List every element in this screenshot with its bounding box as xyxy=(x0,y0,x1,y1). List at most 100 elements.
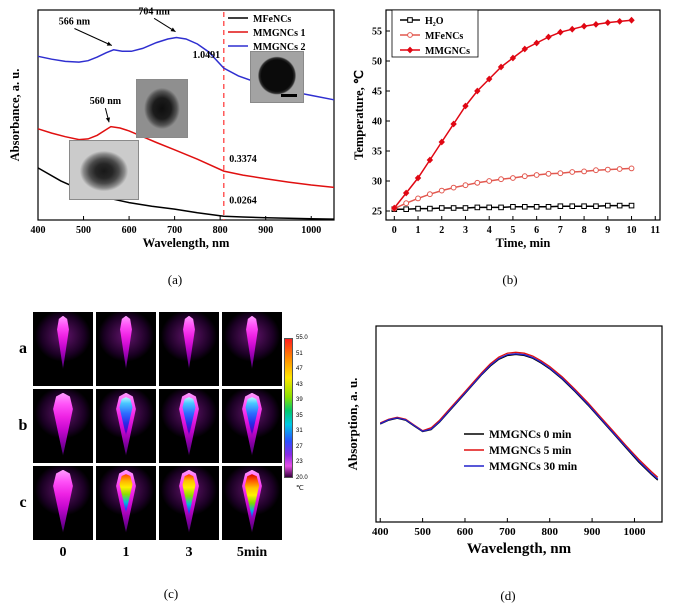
thermal-grid: a b c 0 1 3 5min xyxy=(16,312,282,563)
svg-text:MFeNCs: MFeNCs xyxy=(425,31,463,42)
thermal-hot-core xyxy=(182,397,196,437)
thermal-hot-core xyxy=(245,397,259,437)
thermal-row-label: b xyxy=(18,417,28,434)
svg-text:566 nm: 566 nm xyxy=(59,16,91,27)
svg-text:0.3374: 0.3374 xyxy=(229,154,257,165)
svg-text:600: 600 xyxy=(457,526,474,538)
thermal-colorbar-labels: 55.0 51 47 43 39 35 31 27 23 20.0 xyxy=(296,335,308,481)
tem-inset-mfenc xyxy=(70,141,138,199)
thermal-flame-shape xyxy=(246,315,258,369)
thermal-image-cell xyxy=(222,312,282,386)
svg-text:MFeNCs: MFeNCs xyxy=(253,14,291,25)
caption-d: (d) xyxy=(500,588,516,603)
thermal-row-label: a xyxy=(19,340,27,357)
svg-text:Absorbance, a. u.: Absorbance, a. u. xyxy=(8,69,22,162)
thermal-flame-shape xyxy=(116,469,136,533)
svg-text:25: 25 xyxy=(372,207,382,218)
scale-bar xyxy=(281,94,297,97)
svg-text:1000: 1000 xyxy=(301,225,321,236)
svg-text:Wavelength, nm: Wavelength, nm xyxy=(143,236,230,250)
tem-inset-mmgnc1 xyxy=(137,80,187,137)
thermal-flame-shape xyxy=(183,315,195,369)
thermal-image-cell xyxy=(96,466,156,540)
thermal-colorbar-tick: 43 xyxy=(296,381,303,388)
thermal-flame-shape xyxy=(179,392,199,456)
thermal-col-label: 5min xyxy=(236,545,268,560)
thermal-flame-shape xyxy=(120,315,132,369)
svg-text:9: 9 xyxy=(605,225,610,236)
svg-text:1000: 1000 xyxy=(623,526,646,538)
thermal-image-cell xyxy=(96,312,156,386)
thermal-hot-core xyxy=(244,474,260,519)
thermal-colorbar-tick: 51 xyxy=(296,350,303,357)
thermal-image-cell xyxy=(159,389,219,463)
thermal-image-cell xyxy=(159,466,219,540)
thermal-colorbar-tick: 55.0 xyxy=(296,335,308,341)
thermal-image-cell xyxy=(96,389,156,463)
thermal-col-label: 3 xyxy=(185,545,193,560)
svg-text:MMGNCs 30 min: MMGNCs 30 min xyxy=(489,461,578,473)
svg-text:3: 3 xyxy=(463,225,468,236)
svg-text:55: 55 xyxy=(372,27,382,38)
thermal-grid-corner xyxy=(16,543,30,563)
thermal-hot-core xyxy=(119,397,133,437)
svg-text:Temperature, ℃: Temperature, ℃ xyxy=(352,70,366,160)
caption-a: (a) xyxy=(167,272,183,287)
svg-text:700: 700 xyxy=(167,225,182,236)
svg-text:6: 6 xyxy=(534,225,539,236)
svg-text:4: 4 xyxy=(487,225,492,236)
thermal-image-cell xyxy=(33,466,93,540)
panel-d-absorption-chart: 400 500 600 700 800 900 1000 Wavelength, nm Abso… xyxy=(346,318,670,558)
thermal-colorbar-tick: 35 xyxy=(296,412,303,419)
svg-text:5: 5 xyxy=(510,225,515,236)
thermal-hot-core xyxy=(182,474,196,516)
thermal-colorbar-tick: 23 xyxy=(296,459,303,466)
svg-text:10: 10 xyxy=(627,225,637,236)
thermal-colorbar-tick: 31 xyxy=(296,428,303,435)
thermal-colorbar-tick: 20.0 xyxy=(296,474,308,481)
thermal-image-cell xyxy=(159,312,219,386)
thermal-image-cell xyxy=(222,389,282,463)
svg-text:Absorption, a. u.: Absorption, a. u. xyxy=(346,378,360,471)
svg-text:7: 7 xyxy=(558,225,563,236)
svg-text:Time, min: Time, min xyxy=(496,236,551,250)
caption-c: (c) xyxy=(163,586,179,601)
svg-text:H₂O: H₂O xyxy=(425,16,444,27)
thermal-col-label: 1 xyxy=(122,545,130,560)
svg-text:Wavelength, nm: Wavelength, nm xyxy=(467,541,572,557)
svg-text:704 nm: 704 nm xyxy=(138,6,170,17)
svg-text:MMGNCs 2: MMGNCs 2 xyxy=(253,42,306,53)
thermal-colorbar-unit: ℃ xyxy=(296,485,304,492)
svg-text:700: 700 xyxy=(499,526,516,538)
svg-text:500: 500 xyxy=(76,225,91,236)
svg-text:MMGNCs 1: MMGNCs 1 xyxy=(253,28,306,39)
svg-text:560 nm: 560 nm xyxy=(90,96,122,107)
thermal-colorbar-tick: 39 xyxy=(296,397,303,404)
absorbance-spectra-chart: 400 500 600 700 800 900 1000 566 nm 704 nm 560 nm… xyxy=(8,6,335,250)
thermal-flame-shape xyxy=(53,469,73,533)
svg-text:800: 800 xyxy=(541,526,558,538)
svg-text:800: 800 xyxy=(213,225,228,236)
svg-text:11: 11 xyxy=(651,225,660,236)
caption-b: (b) xyxy=(502,272,518,287)
thermal-flame-shape xyxy=(242,392,262,456)
tem-inset-mmgnc2 xyxy=(251,52,303,102)
svg-text:900: 900 xyxy=(258,225,273,236)
thermal-image-cell xyxy=(33,389,93,463)
svg-text:35: 35 xyxy=(372,147,382,158)
thermal-flame-shape xyxy=(57,315,69,369)
thermal-flame-shape xyxy=(116,392,136,456)
svg-text:45: 45 xyxy=(372,87,382,98)
panel-c-thermal-images: a b c 0 1 3 5min 55.0 51 47 43 39 35 31 27 23 20.0 ℃ xyxy=(16,312,326,580)
svg-text:1.0491: 1.0491 xyxy=(193,50,221,61)
thermal-hot-core xyxy=(119,474,133,514)
svg-text:900: 900 xyxy=(584,526,601,538)
svg-text:0: 0 xyxy=(392,225,397,236)
svg-text:2: 2 xyxy=(439,225,444,236)
panel-a-absorbance-chart: 400 500 600 700 800 900 1000 566 nm 704 nm 560 nm… xyxy=(8,4,342,252)
svg-text:MMGNCs 5 min: MMGNCs 5 min xyxy=(489,445,572,457)
svg-text:400: 400 xyxy=(31,225,46,236)
svg-text:1: 1 xyxy=(416,225,421,236)
